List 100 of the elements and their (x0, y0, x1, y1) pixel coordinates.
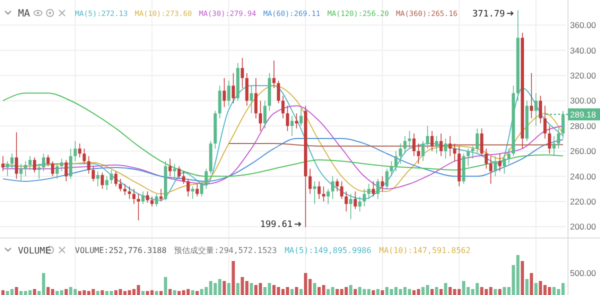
candlestick (331, 176, 334, 200)
candlestick (380, 176, 384, 192)
bar (318, 287, 321, 295)
candlestick (92, 166, 95, 182)
candlestick (258, 100, 262, 132)
bar (430, 289, 434, 295)
candlestick (326, 188, 330, 204)
bar (272, 285, 276, 295)
candlestick (32, 157, 36, 173)
bar (10, 289, 14, 295)
candlestick (204, 168, 208, 190)
candlestick (444, 138, 448, 160)
candlestick (408, 130, 412, 149)
bar (561, 283, 565, 295)
bar (286, 287, 290, 295)
ref-line-label: 289.18 (570, 109, 596, 120)
candlestick (372, 180, 375, 197)
line-series (2, 105, 564, 190)
candlestick (394, 150, 398, 172)
candlestick (87, 156, 90, 174)
candlestick (200, 180, 204, 197)
candlestick (250, 85, 253, 114)
bar (96, 291, 100, 295)
bar (498, 289, 502, 295)
candlestick (421, 140, 425, 162)
bar (376, 289, 380, 295)
bar (6, 291, 10, 295)
bar (435, 287, 438, 295)
bar (159, 291, 163, 295)
candlestick (412, 133, 416, 157)
candlestick (19, 163, 23, 182)
candlestick (354, 191, 357, 210)
candlestick (100, 172, 104, 190)
candlestick (159, 188, 163, 202)
y-tick-label: 280.00 (570, 120, 596, 131)
bar (100, 290, 104, 295)
candlestick (299, 108, 303, 126)
y-tick-label: 220.00 (570, 196, 596, 206)
bar (552, 287, 556, 295)
bar (46, 287, 50, 295)
bar (136, 285, 140, 295)
candlestick (507, 148, 510, 164)
candlestick (154, 194, 158, 207)
candlestick (498, 153, 502, 172)
bar (516, 255, 520, 295)
bar (548, 287, 552, 295)
bar (538, 281, 542, 295)
candlestick (146, 191, 150, 204)
bar (1, 290, 5, 295)
bar (349, 285, 352, 295)
bar (150, 290, 154, 295)
bar (28, 290, 32, 295)
candlestick (46, 154, 50, 167)
bar (276, 287, 280, 295)
candlestick (56, 163, 59, 180)
bar (530, 273, 534, 295)
annotation: MA(10):147,591.8562 (379, 246, 471, 255)
candlestick (42, 153, 46, 172)
candlestick (385, 168, 388, 190)
candlestick (294, 112, 298, 129)
annotation: MA(5):149,895.9986 (284, 246, 372, 255)
bar (398, 289, 402, 295)
bar (14, 287, 18, 295)
candlestick (118, 178, 122, 192)
candlestick (6, 160, 10, 177)
bar (412, 290, 416, 295)
candlestick (318, 180, 321, 200)
bar (146, 291, 150, 295)
candlestick (344, 191, 348, 212)
bar (245, 281, 248, 295)
bar (494, 289, 497, 295)
bar (525, 279, 529, 295)
candlestick (69, 148, 72, 180)
bar (354, 289, 357, 295)
candlestick (398, 143, 402, 164)
bar (444, 283, 448, 295)
candlestick (128, 186, 131, 200)
candlestick (286, 105, 290, 132)
candlestick (218, 85, 222, 119)
text: 500.00 (570, 268, 596, 278)
bar (258, 283, 262, 295)
candlestick (74, 140, 77, 162)
y-tick-label: 300.00 (570, 96, 596, 106)
bar (313, 283, 316, 295)
bar (222, 281, 226, 295)
annotation: 199.61 (260, 220, 293, 230)
bar (426, 285, 430, 295)
y-tick-label: 320.00 (570, 70, 596, 81)
candlestick (232, 72, 235, 104)
bar (141, 291, 145, 295)
candlestick (14, 132, 18, 180)
bar (164, 277, 168, 295)
candlestick (272, 60, 276, 89)
annotation: 预估成交量:294,572.1523 (174, 246, 277, 255)
y-tick-label: 200.00 (570, 222, 596, 232)
candlestick (448, 136, 452, 157)
candlestick (556, 128, 560, 149)
candlestick (489, 156, 492, 184)
bar (543, 285, 547, 295)
candlestick (453, 143, 456, 162)
